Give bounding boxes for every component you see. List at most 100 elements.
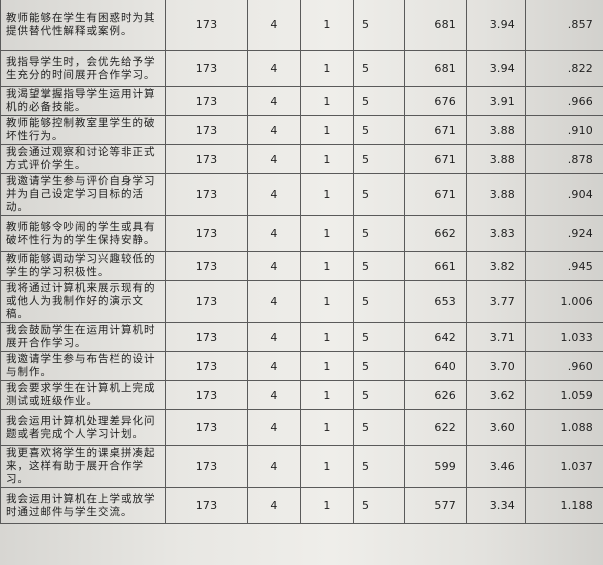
sum-cell: 599: [404, 445, 467, 488]
range-cell: 5: [353, 380, 405, 410]
sum-cell: 642: [404, 322, 467, 352]
sum-cell: 653: [404, 280, 467, 323]
sum-cell: 676: [404, 86, 467, 116]
range-cell: 5: [353, 351, 405, 381]
range-cell: 5: [353, 173, 405, 216]
min-cell: 4: [247, 144, 301, 174]
sum-cell: 681: [404, 0, 467, 51]
n-cell: 173: [165, 445, 248, 488]
sd-cell: 1.188: [525, 487, 603, 524]
min-cell: 4: [247, 50, 301, 87]
item-text-cell: 教师能够调动学习兴趣较低的学生的学习积极性。: [0, 251, 166, 281]
sd-cell: 1.059: [525, 380, 603, 410]
item-text-cell: 我会运用计算机处理差异化问题或者完成个人学习计划。: [0, 409, 166, 446]
min-cell: 4: [247, 115, 301, 145]
table-row: 我会运用计算机处理差异化问题或者完成个人学习计划。 173 4 1 5 622 …: [0, 409, 603, 446]
max-cell: 1: [300, 50, 354, 87]
min-cell: 4: [247, 86, 301, 116]
table-row: 我会要求学生在计算机上完成测试或班级作业。 173 4 1 5 626 3.62…: [0, 380, 603, 410]
min-cell: 4: [247, 173, 301, 216]
n-cell: 173: [165, 86, 248, 116]
max-cell: 1: [300, 445, 354, 488]
min-cell: 4: [247, 409, 301, 446]
max-cell: 1: [300, 115, 354, 145]
n-cell: 173: [165, 487, 248, 524]
mean-cell: 3.60: [466, 409, 526, 446]
mean-cell: 3.94: [466, 0, 526, 51]
max-cell: 1: [300, 0, 354, 51]
item-text-cell: 教师能够在学生有困惑时为其提供替代性解释或案例。: [0, 0, 166, 51]
mean-cell: 3.70: [466, 351, 526, 381]
range-cell: 5: [353, 215, 405, 252]
mean-cell: 3.88: [466, 144, 526, 174]
table-row: 教师能够在学生有困惑时为其提供替代性解释或案例。 173 4 1 5 681 3…: [0, 0, 603, 51]
item-text-cell: 我指导学生时，会优先给予学生充分的时间展开合作学习。: [0, 50, 166, 87]
max-cell: 1: [300, 380, 354, 410]
max-cell: 1: [300, 251, 354, 281]
table-row: 我更喜欢将学生的课桌拼凑起来，这样有助于展开合作学习。 173 4 1 5 59…: [0, 445, 603, 488]
table-row: 教师能够调动学习兴趣较低的学生的学习积极性。 173 4 1 5 661 3.8…: [0, 251, 603, 281]
max-cell: 1: [300, 86, 354, 116]
n-cell: 173: [165, 280, 248, 323]
item-text-cell: 我将通过计算机来展示现有的或他人为我制作好的演示文稿。: [0, 280, 166, 323]
range-cell: 5: [353, 280, 405, 323]
sd-cell: .966: [525, 86, 603, 116]
n-cell: 173: [165, 173, 248, 216]
item-text-cell: 我更喜欢将学生的课桌拼凑起来，这样有助于展开合作学习。: [0, 445, 166, 488]
sum-cell: 577: [404, 487, 467, 524]
sum-cell: 640: [404, 351, 467, 381]
item-text-cell: 我邀请学生参与布告栏的设计与制作。: [0, 351, 166, 381]
range-cell: 5: [353, 445, 405, 488]
max-cell: 1: [300, 409, 354, 446]
range-cell: 5: [353, 322, 405, 352]
table-row: 教师能够令吵闹的学生或具有破坏性行为的学生保持安静。 173 4 1 5 662…: [0, 215, 603, 252]
min-cell: 4: [247, 251, 301, 281]
sum-cell: 662: [404, 215, 467, 252]
range-cell: 5: [353, 86, 405, 116]
sum-cell: 671: [404, 115, 467, 145]
sd-cell: 1.006: [525, 280, 603, 323]
mean-cell: 3.46: [466, 445, 526, 488]
min-cell: 4: [247, 0, 301, 51]
table-row: 我会通过观察和讨论等非正式方式评价学生。 173 4 1 5 671 3.88 …: [0, 144, 603, 174]
n-cell: 173: [165, 322, 248, 352]
range-cell: 5: [353, 0, 405, 51]
sd-cell: .857: [525, 0, 603, 51]
item-text-cell: 我会通过观察和讨论等非正式方式评价学生。: [0, 144, 166, 174]
n-cell: 173: [165, 409, 248, 446]
sum-cell: 661: [404, 251, 467, 281]
item-text-cell: 我会鼓励学生在运用计算机时展开合作学习。: [0, 322, 166, 352]
mean-cell: 3.83: [466, 215, 526, 252]
item-text-cell: 我会运用计算机在上学或放学时通过邮件与学生交流。: [0, 487, 166, 524]
sum-cell: 681: [404, 50, 467, 87]
sd-cell: .945: [525, 251, 603, 281]
sum-cell: 671: [404, 144, 467, 174]
n-cell: 173: [165, 50, 248, 87]
mean-cell: 3.88: [466, 173, 526, 216]
max-cell: 1: [300, 173, 354, 216]
sd-cell: .910: [525, 115, 603, 145]
mean-cell: 3.82: [466, 251, 526, 281]
mean-cell: 3.91: [466, 86, 526, 116]
n-cell: 173: [165, 0, 248, 51]
sd-cell: 1.037: [525, 445, 603, 488]
table-row: 我将通过计算机来展示现有的或他人为我制作好的演示文稿。 173 4 1 5 65…: [0, 280, 603, 323]
range-cell: 5: [353, 115, 405, 145]
mean-cell: 3.62: [466, 380, 526, 410]
min-cell: 4: [247, 322, 301, 352]
item-text-cell: 我会要求学生在计算机上完成测试或班级作业。: [0, 380, 166, 410]
item-text-cell: 教师能够令吵闹的学生或具有破坏性行为的学生保持安静。: [0, 215, 166, 252]
range-cell: 5: [353, 50, 405, 87]
min-cell: 4: [247, 351, 301, 381]
sd-cell: .904: [525, 173, 603, 216]
n-cell: 173: [165, 215, 248, 252]
sum-cell: 671: [404, 173, 467, 216]
table-row: 教师能够控制教室里学生的破坏性行为。 173 4 1 5 671 3.88 .9…: [0, 115, 603, 145]
table-row: 我会鼓励学生在运用计算机时展开合作学习。 173 4 1 5 642 3.71 …: [0, 322, 603, 352]
range-cell: 5: [353, 409, 405, 446]
statistics-table: 教师能够在学生有困惑时为其提供替代性解释或案例。 173 4 1 5 681 3…: [0, 0, 603, 524]
max-cell: 1: [300, 487, 354, 524]
table-row: 我渴望掌握指导学生运用计算机的必备技能。 173 4 1 5 676 3.91 …: [0, 86, 603, 116]
n-cell: 173: [165, 144, 248, 174]
